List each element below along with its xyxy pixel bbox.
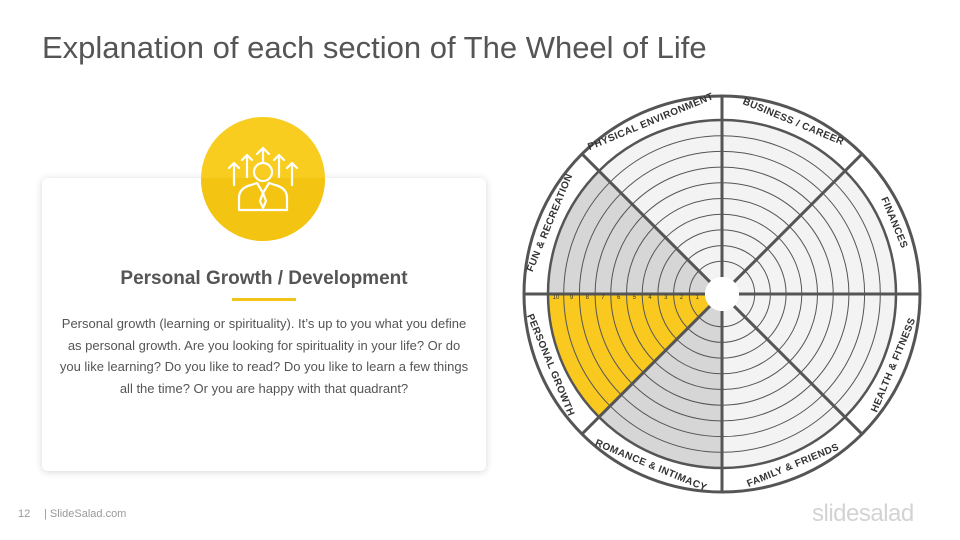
scale-number: 1: [695, 295, 699, 301]
scale-number: 5: [633, 295, 637, 301]
personal-growth-icon: [201, 117, 325, 241]
wheel-hub: [705, 277, 739, 311]
scale-number: 9: [570, 295, 574, 301]
heading-underline: [232, 298, 296, 301]
scale-number: 7: [601, 295, 605, 301]
slide-title: Explanation of each section of The Wheel…: [42, 30, 707, 65]
scale-number: 3: [664, 295, 668, 301]
card-heading: Personal Growth / Development: [120, 268, 408, 289]
wheel-divider: [580, 152, 712, 284]
scale-number: 8: [586, 295, 590, 301]
scale-number: 10: [553, 295, 560, 301]
page-number: 12: [18, 508, 31, 520]
footer-site: | SlideSalad.com: [44, 508, 127, 520]
slidesalad-logo: slidesalad: [812, 500, 914, 527]
scale-number: 6: [617, 295, 621, 301]
scale-number: 2: [680, 295, 684, 301]
wheel-divider: [732, 304, 864, 436]
wheel-divider: [732, 152, 864, 284]
card-body-text: Personal growth (learning or spiritualit…: [59, 316, 469, 396]
wheel-divider: [580, 304, 712, 436]
scale-number: 4: [648, 295, 652, 301]
